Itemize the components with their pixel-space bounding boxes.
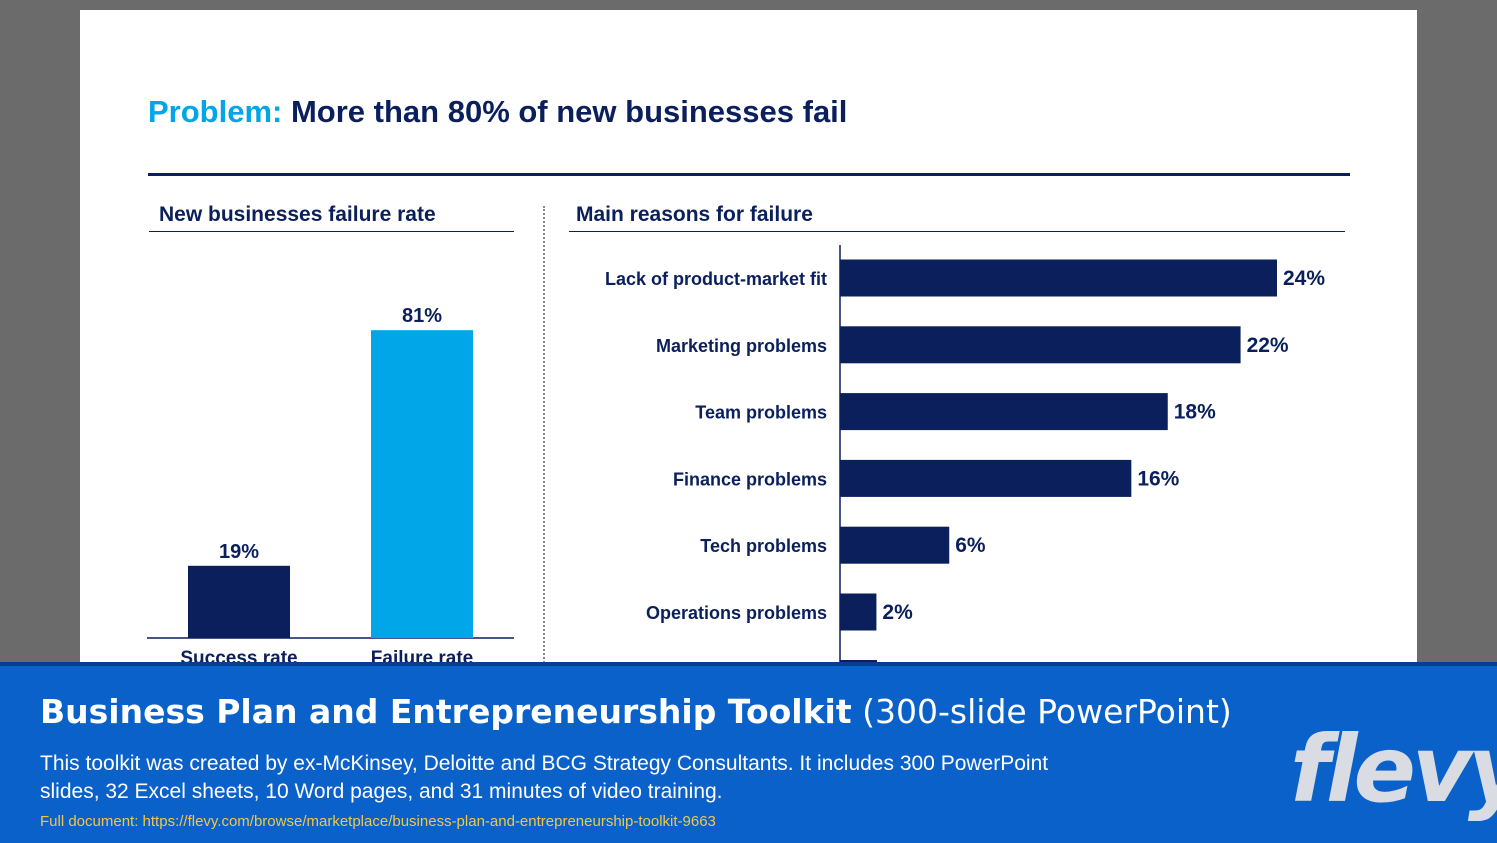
hbar-value-label: 16% [1137,467,1179,490]
hbar-category-label: Marketing problems [656,336,827,356]
page-title: Problem: More than 80% of new businesses… [148,94,847,130]
hbar-4 [840,526,950,564]
hbar-5 [840,593,877,631]
hbar-category-label: Lack of product-market fit [605,269,827,289]
hbar-category-label: Finance problems [673,469,827,489]
title-prefix: Problem: [148,94,283,129]
hbar-3 [840,459,1132,497]
bar-0 [188,565,290,638]
hbar-1 [840,326,1241,364]
title-text: More than 80% of new businesses fail [290,94,848,129]
hbar-category-label: Team problems [695,403,827,423]
hbar-0 [840,259,1277,297]
hbar-value-label: 18% [1174,401,1216,424]
title-rule [148,173,1350,176]
category-label: Success rate [180,648,297,662]
left-panel-heading: New businesses failure rate [159,203,436,226]
hbar-2 [840,393,1168,431]
banner-description: This toolkit was created by ex-McKinsey,… [40,752,1049,803]
hbar-category-label: Operations problems [646,603,827,623]
flevy-logo[interactable]: flevy [1290,716,1497,823]
bar-value-label: 19% [219,541,259,563]
left-panel-rule [149,231,514,232]
bar-1 [371,330,473,638]
hbar-category-label: Tech problems [700,536,827,556]
slide: Problem: More than 80% of new businesses… [80,10,1417,662]
failure-reasons-chart: 24% Lack of product-market fit 22% Marketin… [605,245,1325,662]
promo-banner: Business Plan and Entrepreneurship Toolk… [0,662,1497,843]
banner-title: Business Plan and Entrepreneurship Toolk… [40,692,1232,731]
panel-divider [543,206,545,662]
banner-title-sub: (300-slide PowerPoint) [862,692,1232,731]
hbar-value-label: 2% [882,601,913,624]
document-link[interactable]: Full document: https://flevy.com/browse/… [40,813,716,830]
right-panel-heading: Main reasons for failure [576,203,813,226]
right-panel-rule [569,231,1345,232]
banner-title-bold: Business Plan and Entrepreneurship Toolk… [40,692,852,731]
hbar-value-label: 6% [955,534,986,557]
failure-rate-chart: 19% Success rate 81% Failure rate [147,305,514,662]
bar-value-label: 81% [402,305,442,327]
hbar-cutoff [840,660,877,662]
category-label: Failure rate [371,648,473,662]
hbar-value-label: 22% [1247,334,1289,357]
hbar-value-label: 24% [1283,267,1325,290]
